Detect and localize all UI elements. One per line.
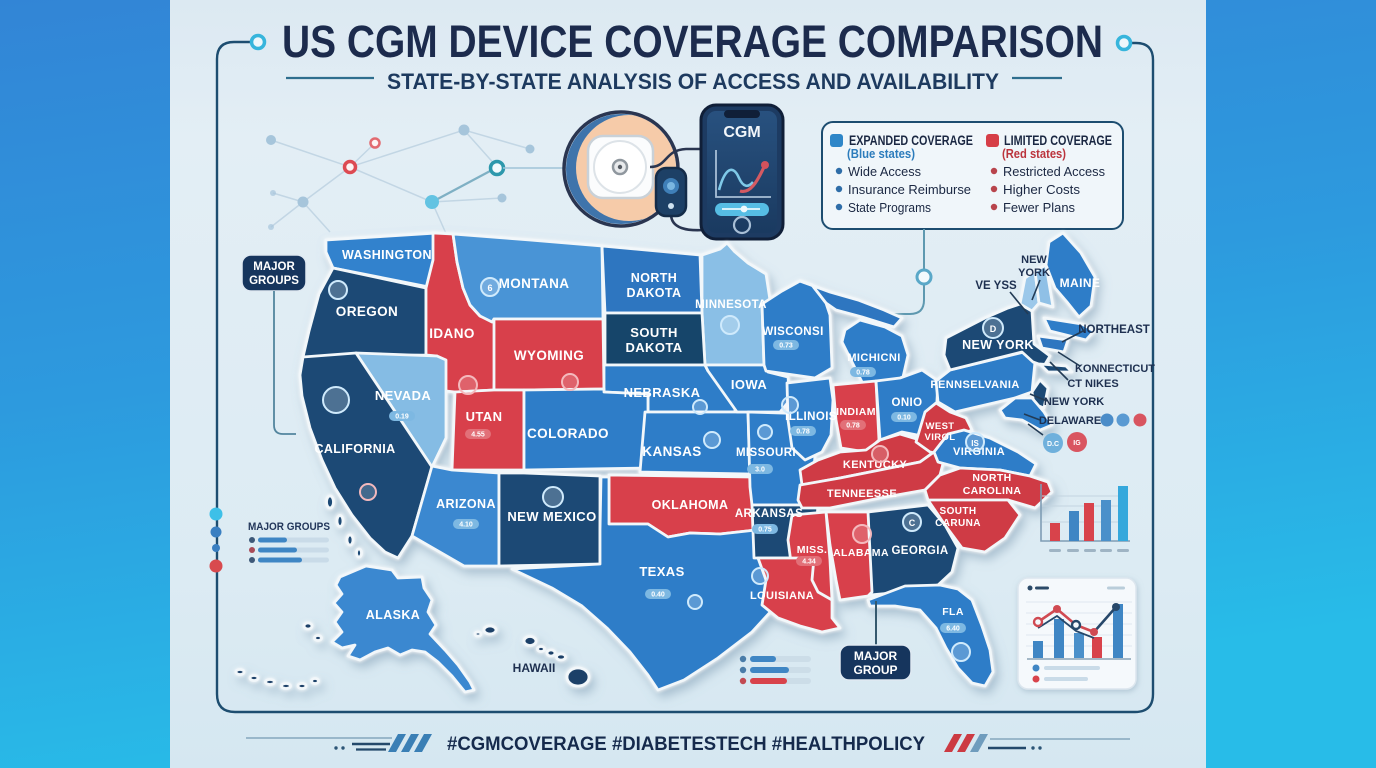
svg-text:GROUP: GROUP — [853, 663, 897, 677]
svg-text:GEORGIA: GEORGIA — [891, 545, 948, 557]
svg-text:CARUNA: CARUNA — [935, 518, 981, 529]
svg-text:HAWAII: HAWAII — [513, 661, 556, 675]
svg-text:MAJOR: MAJOR — [854, 649, 898, 663]
svg-text:D: D — [990, 324, 997, 334]
svg-text:OREGON: OREGON — [336, 304, 398, 319]
svg-text:NEBRASKA: NEBRASKA — [624, 385, 701, 400]
svg-text:NEW YORK: NEW YORK — [962, 338, 1034, 352]
svg-text:Restricted Access: Restricted Access — [1003, 164, 1105, 179]
svg-text:KANSAS: KANSAS — [642, 444, 701, 459]
svg-text:VIROL: VIROL — [924, 432, 955, 443]
svg-text:ILLINOIS: ILLINOIS — [785, 411, 837, 423]
svg-text:4.55: 4.55 — [471, 432, 485, 439]
svg-text:FLA: FLA — [942, 606, 964, 618]
svg-text:COLORADO: COLORADO — [527, 426, 609, 441]
svg-text:US CGM DEVICE COVERAGE COMPARI: US CGM DEVICE COVERAGE COMPARISON — [282, 16, 1103, 67]
svg-text:#CGMCOVERAGE #DIABETESTECH #HE: #CGMCOVERAGE #DIABETESTECH #HEALTHPOLICY — [447, 734, 925, 755]
svg-text:TEXAS: TEXAS — [639, 564, 684, 579]
svg-text:ALASKA: ALASKA — [366, 608, 420, 622]
svg-text:GROUPS: GROUPS — [249, 275, 299, 287]
svg-text:0.19: 0.19 — [395, 414, 409, 421]
svg-text:0.73: 0.73 — [779, 343, 793, 350]
svg-text:6: 6 — [487, 283, 492, 293]
svg-text:(Blue states): (Blue states) — [847, 146, 915, 161]
svg-text:0.78: 0.78 — [796, 429, 810, 436]
svg-text:EXPANDED COVERAGE: EXPANDED COVERAGE — [849, 133, 973, 148]
svg-text:DELAWARE: DELAWARE — [1039, 415, 1101, 427]
svg-text:Insurance Reimburse: Insurance Reimburse — [848, 182, 971, 197]
svg-text:0.10: 0.10 — [897, 415, 911, 422]
svg-text:TENNEESSE: TENNEESSE — [827, 488, 897, 500]
svg-text:WASHINGTON: WASHINGTON — [342, 248, 432, 262]
svg-text:CT NIKES: CT NIKES — [1067, 378, 1118, 390]
svg-text:WEST: WEST — [925, 421, 954, 432]
svg-text:DAKOTA: DAKOTA — [625, 340, 682, 355]
svg-text:NORTHEAST: NORTHEAST — [1078, 324, 1150, 336]
svg-text:STATE-BY-STATE ANALYSIS OF ACC: STATE-BY-STATE ANALYSIS OF ACCESS AND AV… — [387, 69, 999, 94]
svg-text:MICHICNI: MICHICNI — [847, 352, 900, 364]
svg-text:State Programs: State Programs — [848, 200, 931, 215]
svg-text:6.40: 6.40 — [946, 626, 960, 633]
svg-text:WISCONSI: WISCONSI — [762, 326, 823, 338]
svg-text:NEW YORK: NEW YORK — [1044, 396, 1104, 408]
svg-text:4.34: 4.34 — [802, 559, 816, 566]
svg-text:ALABAMA: ALABAMA — [833, 547, 889, 559]
svg-text:0.78: 0.78 — [846, 423, 860, 430]
svg-text:UTAN: UTAN — [466, 409, 503, 424]
svg-text:ARIZONA: ARIZONA — [436, 497, 496, 511]
svg-text:0.78: 0.78 — [856, 370, 870, 377]
svg-text:ARKANSAS: ARKANSAS — [735, 508, 803, 520]
svg-text:NORTH: NORTH — [631, 271, 677, 285]
svg-text:LOUISIANA: LOUISIANA — [750, 590, 814, 602]
svg-text:YORK: YORK — [1018, 267, 1050, 279]
svg-text:NORTH: NORTH — [972, 472, 1011, 484]
svg-text:SOUTH: SOUTH — [940, 506, 977, 517]
svg-text:SOUTH: SOUTH — [630, 325, 678, 340]
svg-text:LIMITED COVERAGE: LIMITED COVERAGE — [1004, 133, 1112, 148]
svg-text:IDANO: IDANO — [429, 326, 475, 341]
svg-text:CGM: CGM — [723, 124, 760, 141]
svg-text:MONTANA: MONTANA — [499, 276, 570, 291]
svg-text:MAINE: MAINE — [1060, 276, 1101, 290]
svg-text:(Red states): (Red states) — [1002, 146, 1066, 161]
svg-text:KENTUCKY: KENTUCKY — [843, 459, 908, 471]
svg-text:OKLAHOMA: OKLAHOMA — [652, 498, 729, 512]
svg-text:IOWA: IOWA — [731, 377, 767, 392]
svg-text:NEVADA: NEVADA — [375, 388, 432, 403]
svg-text:MAJOR: MAJOR — [253, 261, 295, 273]
svg-text:KONNECTICUT: KONNECTICUT — [1075, 363, 1155, 375]
svg-text:4.10: 4.10 — [459, 522, 473, 529]
svg-text:VE YSS: VE YSS — [975, 280, 1017, 292]
svg-text:MISSOURI: MISSOURI — [736, 447, 796, 459]
svg-text:IS: IS — [971, 439, 979, 448]
svg-text:ONIO: ONIO — [892, 397, 923, 409]
svg-text:VIRGINIA: VIRGINIA — [953, 446, 1005, 458]
svg-text:3.0: 3.0 — [755, 467, 765, 474]
svg-text:PENNSELVANIA: PENNSELVANIA — [930, 379, 1019, 391]
svg-text:MAJOR GROUPS: MAJOR GROUPS — [248, 521, 330, 533]
svg-text:MISS.: MISS. — [797, 544, 828, 556]
svg-text:IG: IG — [1073, 440, 1081, 447]
svg-text:0.40: 0.40 — [651, 592, 665, 599]
svg-text:Wide Access: Wide Access — [848, 164, 921, 179]
svg-text:DAKOTA: DAKOTA — [627, 286, 682, 300]
svg-text:D.C: D.C — [1047, 441, 1059, 448]
svg-text:NEW MEXICO: NEW MEXICO — [507, 509, 596, 524]
svg-text:NEW: NEW — [1021, 254, 1047, 266]
svg-text:C: C — [909, 518, 916, 528]
svg-text:Fewer Plans: Fewer Plans — [1003, 200, 1075, 215]
svg-text:INDIAM: INDIAM — [836, 406, 876, 418]
svg-text:Higher Costs: Higher Costs — [1003, 182, 1081, 197]
svg-text:MINNESOTA: MINNESOTA — [695, 299, 767, 311]
svg-text:0.75: 0.75 — [758, 527, 772, 534]
svg-text:WYOMING: WYOMING — [514, 348, 584, 363]
svg-text:CALIFORNIA: CALIFORNIA — [314, 442, 395, 456]
svg-text:CAROLINA: CAROLINA — [963, 485, 1022, 497]
